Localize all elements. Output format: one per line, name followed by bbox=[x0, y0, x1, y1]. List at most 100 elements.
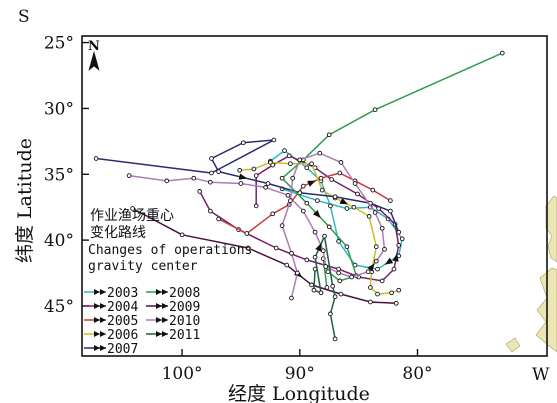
route-point-2004-7 bbox=[379, 278, 385, 284]
route-point-2009-7 bbox=[393, 300, 399, 306]
y-tick-label-4: 45° bbox=[44, 297, 74, 317]
legend-item-2006: 2006 bbox=[84, 328, 138, 343]
route-point-2010-0 bbox=[126, 173, 132, 178]
route-arrow-icon-2004 bbox=[392, 253, 399, 262]
legend-label-2008: 2008 bbox=[169, 286, 200, 301]
route-point-2009-2 bbox=[245, 245, 251, 251]
legend-arrow2-icon-2004 bbox=[100, 303, 106, 309]
route-point-2010-8 bbox=[312, 229, 318, 235]
route-line-2008 bbox=[281, 52, 503, 288]
route-point-2004-15 bbox=[286, 153, 292, 159]
legend-label-2004: 2004 bbox=[107, 300, 138, 315]
route-point-2010-17 bbox=[372, 210, 378, 215]
corner-label-w: W bbox=[532, 365, 550, 385]
route-point-2006-7 bbox=[351, 204, 357, 210]
route-point-2007-6 bbox=[265, 181, 271, 186]
route-point-2005-0 bbox=[216, 216, 221, 222]
route-arrow-icon-2003 bbox=[384, 257, 394, 265]
route-point-2004-9 bbox=[396, 243, 402, 248]
route-point-2010-7 bbox=[300, 208, 306, 214]
title-cn-line2: 变化路线 bbox=[90, 225, 146, 241]
route-point-2006-14 bbox=[396, 287, 402, 293]
route-point-2009-3 bbox=[284, 262, 290, 268]
route-point-2004-1 bbox=[207, 208, 213, 214]
route-point-2010-14 bbox=[373, 258, 379, 264]
route-point-2006-2 bbox=[268, 160, 273, 165]
legend-item-2011: 2011 bbox=[146, 328, 200, 343]
legend-arrow2-icon-2009 bbox=[162, 303, 168, 309]
route-point-2006-11 bbox=[368, 285, 373, 290]
corner-label-s: S bbox=[18, 7, 30, 27]
route-point-2010-20 bbox=[317, 150, 323, 156]
route-point-2010-9 bbox=[320, 248, 326, 254]
route-point-2008-2 bbox=[326, 132, 332, 138]
route-point-2004-18 bbox=[253, 203, 259, 209]
route-point-2005-5 bbox=[318, 175, 324, 181]
route-point-2003-7 bbox=[375, 266, 380, 272]
legend-arrow2-icon-2010 bbox=[162, 317, 168, 323]
x-tick-label-1: 90° bbox=[285, 364, 315, 384]
route-point-2011-3 bbox=[312, 254, 318, 260]
route-point-2005-1 bbox=[244, 231, 250, 236]
land-patches bbox=[505, 195, 557, 353]
route-point-2011-7 bbox=[328, 311, 333, 317]
route-arrow-icon-2010 bbox=[367, 263, 375, 272]
route-point-2007-8 bbox=[332, 194, 338, 200]
route-point-2011-5 bbox=[330, 283, 336, 289]
route-point-2004-13 bbox=[329, 177, 334, 182]
route-point-2010-4 bbox=[238, 181, 244, 186]
route-point-2007-0 bbox=[93, 156, 99, 161]
route-point-2011-6 bbox=[332, 294, 338, 300]
map-title: 作业渔场重心 变化路线 Changes of operations gravit… bbox=[88, 208, 252, 274]
route-arrow-icon-2008 bbox=[312, 209, 321, 219]
map-frame bbox=[81, 35, 548, 357]
legend-arrow2-icon-2005 bbox=[100, 317, 106, 323]
route-point-2004-0 bbox=[197, 189, 203, 194]
x-tick-label-2: 80° bbox=[402, 364, 432, 384]
route-point-2005-6 bbox=[337, 170, 343, 176]
north-arrow-icon: N bbox=[88, 39, 100, 71]
legend-arrow2-icon-2003 bbox=[100, 289, 106, 295]
x-tick-label-0: 100° bbox=[162, 364, 203, 384]
route-arrow-icon-2007 bbox=[238, 173, 248, 180]
route-point-2003-12 bbox=[304, 165, 310, 171]
route-point-2010-26 bbox=[295, 270, 300, 276]
route-point-2006-4 bbox=[309, 161, 314, 167]
route-point-2008-1 bbox=[372, 107, 378, 113]
route-point-2004-3 bbox=[273, 245, 279, 251]
route-point-2006-3 bbox=[288, 161, 293, 167]
route-point-2010-18 bbox=[352, 181, 358, 186]
route-point-2007-10 bbox=[388, 208, 393, 214]
route-point-2006-13 bbox=[389, 290, 394, 296]
route-point-2011-1 bbox=[311, 287, 317, 293]
legend-arrow-icon-2010 bbox=[156, 317, 162, 323]
route-point-2010-12 bbox=[349, 274, 354, 280]
route-point-2010-23 bbox=[288, 198, 293, 203]
route-point-2010-21 bbox=[297, 157, 303, 163]
route-point-2010-15 bbox=[382, 246, 387, 252]
legend-item-2009: 2009 bbox=[146, 300, 200, 315]
route-2011 bbox=[311, 233, 338, 342]
route-point-2006-5 bbox=[319, 187, 325, 193]
route-arrow-icon-2005 bbox=[307, 180, 316, 187]
legend-arrow2-icon-2007 bbox=[100, 345, 106, 351]
route-point-2010-24 bbox=[279, 223, 285, 228]
route-point-2010-13 bbox=[365, 269, 371, 275]
route-arrow-icon-2006 bbox=[339, 197, 349, 205]
route-point-2006-12 bbox=[375, 291, 380, 297]
legend-label-2011: 2011 bbox=[169, 328, 200, 343]
route-point-2008-5 bbox=[304, 200, 310, 206]
route-point-2004-4 bbox=[304, 257, 310, 263]
route-point-2005-2 bbox=[270, 211, 276, 217]
route-point-2007-5 bbox=[216, 169, 221, 174]
route-point-2003-13 bbox=[282, 148, 287, 153]
route-point-2010-5 bbox=[263, 185, 268, 190]
route-point-2009-0 bbox=[130, 206, 135, 211]
axis-ticks: 25° 30° 35° 40° 45° 100° 90° 80° bbox=[44, 34, 433, 384]
route-point-2008-7 bbox=[344, 244, 350, 250]
route-layer bbox=[93, 50, 505, 342]
route-point-2007-3 bbox=[240, 140, 246, 146]
route-point-2004-5 bbox=[336, 266, 341, 272]
legend-item-2010: 2010 bbox=[146, 314, 200, 329]
